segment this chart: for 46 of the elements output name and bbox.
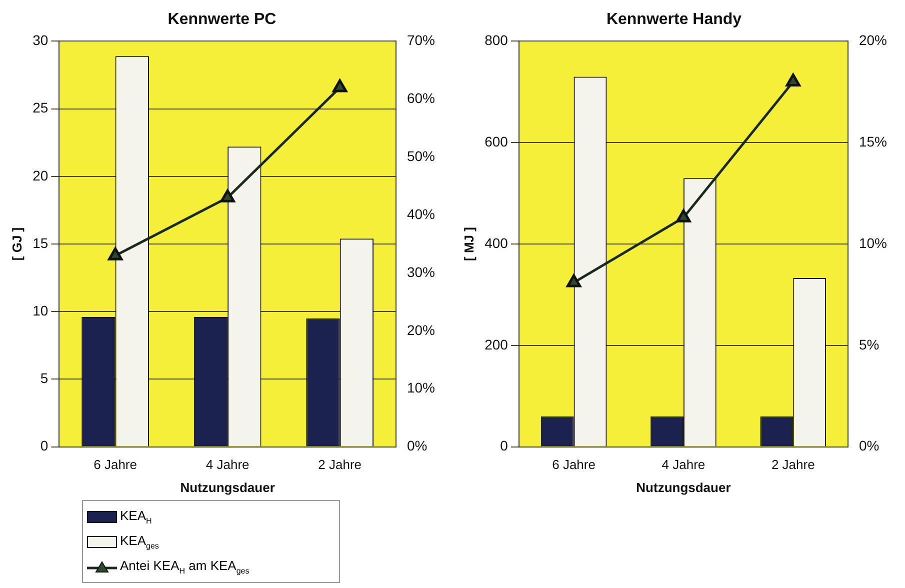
- y2-tick-label: 20%: [858, 32, 888, 48]
- y-tick-label: 10: [32, 302, 48, 318]
- y2-tick-label: 5%: [858, 336, 880, 352]
- y-tick-label: 30: [32, 32, 48, 48]
- y2-tick-label: 20%: [406, 322, 436, 338]
- y-tick-label: 0: [500, 438, 508, 454]
- y2-tick-label: 60%: [406, 90, 436, 106]
- x-tick-label: 2 Jahre: [771, 457, 815, 472]
- y-tick-label: 600: [484, 133, 508, 150]
- y-tick-label: 800: [484, 32, 508, 48]
- y-tick-label: 25: [32, 100, 48, 116]
- point: [786, 74, 800, 87]
- y2-tick-label: 15%: [858, 133, 888, 150]
- y2-tick-label: 0%: [406, 438, 428, 454]
- legend-label: KEA$_{H}$: [120, 508, 152, 526]
- y2-tick-label: 0%: [858, 438, 880, 454]
- y2-tick-label: 70%: [406, 32, 436, 48]
- point: [332, 79, 348, 92]
- chart-title: Kennwerte Handy: [606, 11, 742, 28]
- y-tick-label: 5: [40, 370, 48, 386]
- y-tick-label: 15: [32, 234, 48, 251]
- point: [220, 189, 235, 202]
- x-tick-label: 2 Jahre: [318, 457, 362, 472]
- y2-tick-label: 10%: [406, 380, 436, 396]
- x-tick-label: 4 Jahre: [662, 457, 706, 472]
- point: [566, 274, 582, 288]
- x-tick-label: 6 Jahre: [552, 457, 596, 472]
- x-tick-label: 4 Jahre: [206, 457, 250, 472]
- x-axis-title: Nutzungsdauer: [636, 480, 731, 495]
- y-axis-title: [ MJ ]: [461, 227, 476, 261]
- y-tick-label: 400: [484, 234, 508, 251]
- y2-tick-label: 10%: [858, 234, 888, 251]
- y2-tick-label: 30%: [406, 264, 436, 280]
- y-tick-label: 200: [484, 336, 508, 352]
- x-tick-label: 6 Jahre: [94, 457, 137, 472]
- legend-label: KEA$_{ges}$: [120, 532, 159, 550]
- y-axis-title: [ GJ ]: [9, 227, 24, 261]
- legend-label: Antei KEA$_{H}$ am KEA$_{ges}$: [120, 558, 250, 576]
- y2-tick-label: 40%: [406, 206, 436, 222]
- y-tick-label: 0: [40, 438, 48, 454]
- x-axis-title: Nutzungsdauer: [180, 480, 275, 495]
- y-tick-label: 20: [32, 167, 48, 184]
- point: [676, 209, 691, 222]
- chart-title: Kennwerte PC: [168, 11, 277, 28]
- y2-tick-label: 50%: [406, 148, 436, 164]
- point: [108, 247, 123, 260]
